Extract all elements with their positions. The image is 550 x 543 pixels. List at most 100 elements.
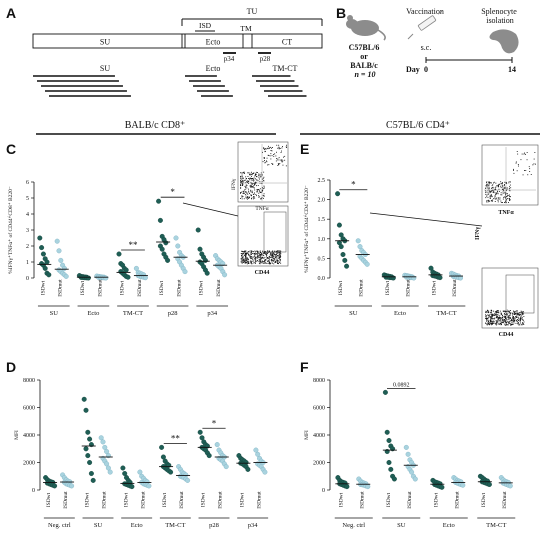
group-label: p28 xyxy=(168,310,178,317)
flow-event xyxy=(498,320,500,322)
flow-event xyxy=(271,147,272,149)
flow-event xyxy=(256,250,257,252)
flow-event xyxy=(249,253,251,255)
flow-event xyxy=(489,323,491,325)
flow-event xyxy=(246,197,248,199)
flow-event xyxy=(490,200,492,202)
flow-event xyxy=(486,311,487,313)
flow-event xyxy=(505,322,507,324)
flow-event xyxy=(516,170,518,172)
flow-event xyxy=(502,202,503,203)
flow-event xyxy=(489,190,491,192)
flow-event xyxy=(285,165,287,167)
flow-event xyxy=(485,322,486,324)
flow-event xyxy=(254,254,256,256)
flow-event xyxy=(521,315,523,317)
flow-event xyxy=(523,316,525,317)
flow-event xyxy=(494,314,496,316)
flow-event xyxy=(501,321,503,323)
flow-event xyxy=(504,319,506,321)
flow-event xyxy=(496,321,498,323)
flow-event xyxy=(498,318,499,320)
point-mut xyxy=(364,261,370,267)
flow-event xyxy=(490,309,492,311)
flow-event xyxy=(267,253,269,254)
flow-event xyxy=(243,251,244,253)
flow-event xyxy=(247,176,249,177)
flow-event xyxy=(264,161,266,163)
flow-event xyxy=(264,252,266,254)
group-label: Ecto xyxy=(87,310,99,317)
y-tick-label: 6000 xyxy=(23,406,35,412)
flow-event xyxy=(503,316,505,318)
flow-event xyxy=(492,192,494,193)
flow-event xyxy=(276,256,277,258)
flow-event xyxy=(499,316,501,318)
group-label: SU xyxy=(94,522,103,529)
flow-event xyxy=(261,255,263,257)
flow-event xyxy=(257,260,259,262)
flow-event xyxy=(521,312,523,314)
flow-event xyxy=(518,318,519,320)
flow-event xyxy=(276,259,278,261)
flow-event xyxy=(247,196,249,198)
flow-event xyxy=(263,195,265,197)
point-mut xyxy=(146,483,152,489)
flow-event xyxy=(245,191,247,193)
flow-event xyxy=(524,152,525,154)
point-wt xyxy=(87,460,93,466)
flow-event xyxy=(508,182,510,184)
flow-event xyxy=(245,258,247,260)
y-tick-label: 0 xyxy=(322,488,325,494)
flow-event xyxy=(277,260,279,262)
series-label-wt: ISDwt xyxy=(162,492,168,507)
flow-event xyxy=(520,159,522,161)
flow-event xyxy=(509,200,510,201)
flow-event xyxy=(520,314,522,316)
flow-event xyxy=(516,151,518,152)
flow-event xyxy=(273,253,275,254)
flow-event xyxy=(497,314,499,316)
flow-event xyxy=(253,198,254,200)
flow-event xyxy=(509,314,511,316)
flow-event xyxy=(520,319,521,321)
flow-event xyxy=(245,188,247,190)
flow-event xyxy=(500,317,502,319)
flow-event xyxy=(253,187,255,188)
flow-event xyxy=(260,175,262,177)
flow-event xyxy=(493,181,495,183)
flow-c-cd44-label: CD44 xyxy=(255,270,270,276)
flow-event xyxy=(266,262,268,264)
point-wt xyxy=(204,270,210,276)
flow-event xyxy=(519,312,521,313)
flow-event xyxy=(261,261,263,262)
point-wt xyxy=(344,263,350,269)
flow-event xyxy=(266,147,268,149)
flow-event xyxy=(509,199,511,200)
flow-event xyxy=(521,153,523,155)
flow-event xyxy=(505,317,506,318)
flow-event xyxy=(493,320,495,322)
flow-event xyxy=(505,324,507,326)
flow-event xyxy=(254,175,256,177)
flow-event xyxy=(263,180,265,182)
point-wt xyxy=(39,245,45,251)
point-mut xyxy=(182,269,188,275)
flow-event xyxy=(242,256,244,258)
flow-event xyxy=(490,310,492,312)
flow-event xyxy=(502,192,504,194)
flow-event xyxy=(263,193,265,195)
flow-event xyxy=(506,313,508,315)
flow-event xyxy=(513,172,515,174)
flow-event xyxy=(250,174,252,175)
flow-event xyxy=(251,254,252,255)
flow-event xyxy=(243,258,245,260)
flow-event xyxy=(271,262,273,264)
flow-event xyxy=(271,155,273,157)
flow-event xyxy=(258,255,260,257)
flow-event xyxy=(488,310,490,312)
flow-event xyxy=(246,260,247,262)
flow-event xyxy=(485,318,487,320)
flow-event xyxy=(266,255,267,257)
flow-event xyxy=(514,312,515,313)
